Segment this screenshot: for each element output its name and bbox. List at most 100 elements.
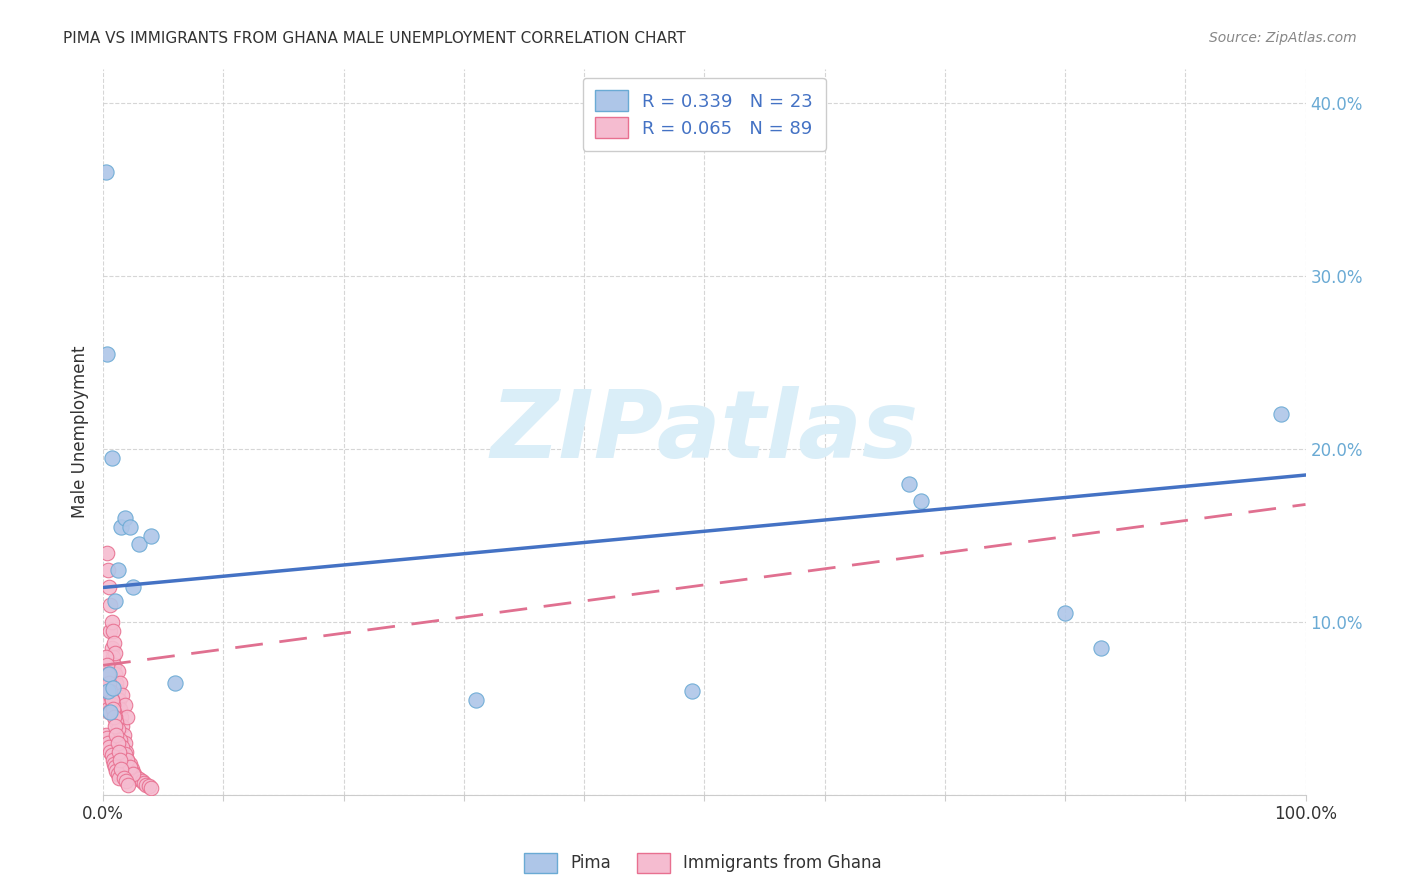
Point	[100, 615, 122, 629]
Point	[96, 670, 118, 684]
Y-axis label: Male Unemployment: Male Unemployment	[72, 345, 89, 518]
Point	[115, 745, 138, 759]
Point	[103, 658, 125, 673]
Legend: R = 0.339   N = 23, R = 0.065   N = 89: R = 0.339 N = 23, R = 0.065 N = 89	[583, 78, 825, 151]
Point	[101, 649, 124, 664]
Point	[138, 780, 160, 794]
Point	[114, 511, 136, 525]
Point	[105, 675, 128, 690]
Point	[107, 767, 129, 781]
Point	[96, 693, 118, 707]
Point	[122, 581, 145, 595]
Point	[107, 771, 129, 785]
Point	[96, 658, 118, 673]
Point	[103, 710, 125, 724]
Point	[114, 698, 136, 712]
Point	[114, 736, 136, 750]
Point	[112, 771, 135, 785]
Point	[94, 165, 117, 179]
Point	[94, 727, 117, 741]
Point	[141, 528, 163, 542]
Point	[98, 688, 121, 702]
Point	[104, 719, 127, 733]
Point	[98, 705, 121, 719]
Point	[107, 684, 129, 698]
Point	[96, 731, 118, 745]
Point	[108, 675, 131, 690]
Point	[101, 681, 124, 695]
Point	[108, 732, 131, 747]
Point	[1090, 640, 1112, 655]
Point	[97, 563, 120, 577]
Point	[118, 760, 141, 774]
Point	[98, 705, 121, 719]
Point	[94, 684, 117, 698]
Point	[101, 698, 124, 712]
Point	[100, 640, 122, 655]
Point	[105, 764, 128, 778]
Point	[96, 347, 118, 361]
Point	[107, 745, 129, 759]
Point	[98, 684, 121, 698]
Point	[104, 646, 127, 660]
Point	[96, 546, 118, 560]
Point	[105, 715, 128, 730]
Point	[100, 450, 122, 465]
Point	[141, 781, 163, 796]
Point	[118, 520, 141, 534]
Text: PIMA VS IMMIGRANTS FROM GHANA MALE UNEMPLOYMENT CORRELATION CHART: PIMA VS IMMIGRANTS FROM GHANA MALE UNEMP…	[63, 31, 686, 46]
Point	[910, 494, 932, 508]
Point	[98, 745, 121, 759]
Point	[97, 675, 120, 690]
Point	[104, 710, 127, 724]
Point	[98, 739, 121, 754]
Point	[125, 771, 148, 785]
Point	[110, 520, 132, 534]
Point	[464, 693, 486, 707]
Point	[110, 762, 132, 776]
Point	[128, 537, 150, 551]
Point	[103, 756, 125, 771]
Text: Source: ZipAtlas.com: Source: ZipAtlas.com	[1209, 31, 1357, 45]
Point	[114, 747, 136, 761]
Point	[122, 765, 145, 780]
Point	[107, 563, 129, 577]
Point	[97, 667, 120, 681]
Point	[112, 727, 135, 741]
Point	[124, 767, 146, 781]
Point	[94, 649, 117, 664]
Point	[100, 748, 122, 763]
Point	[101, 701, 124, 715]
Legend: Pima, Immigrants from Ghana: Pima, Immigrants from Ghana	[517, 847, 889, 880]
Point	[98, 598, 121, 612]
Text: ZIPatlas: ZIPatlas	[491, 386, 918, 478]
Point	[100, 693, 122, 707]
Point	[108, 754, 131, 768]
Point	[100, 693, 122, 707]
Point	[105, 727, 128, 741]
Point	[103, 636, 125, 650]
Point	[135, 778, 157, 792]
Point	[122, 767, 145, 781]
Point	[98, 681, 121, 695]
Point	[111, 739, 134, 754]
Point	[121, 762, 143, 776]
Point	[115, 754, 138, 768]
Point	[128, 772, 150, 787]
Point	[115, 754, 138, 768]
Point	[118, 756, 141, 771]
Point	[103, 705, 125, 719]
Point	[111, 719, 134, 733]
Point	[132, 776, 155, 790]
Point	[107, 736, 129, 750]
Point	[98, 675, 121, 690]
Point	[681, 684, 703, 698]
Point	[98, 667, 121, 681]
Point	[107, 664, 129, 678]
Point	[1270, 408, 1292, 422]
Point	[98, 581, 121, 595]
Point	[98, 624, 121, 638]
Point	[107, 693, 129, 707]
Point	[115, 710, 138, 724]
Point	[107, 723, 129, 737]
